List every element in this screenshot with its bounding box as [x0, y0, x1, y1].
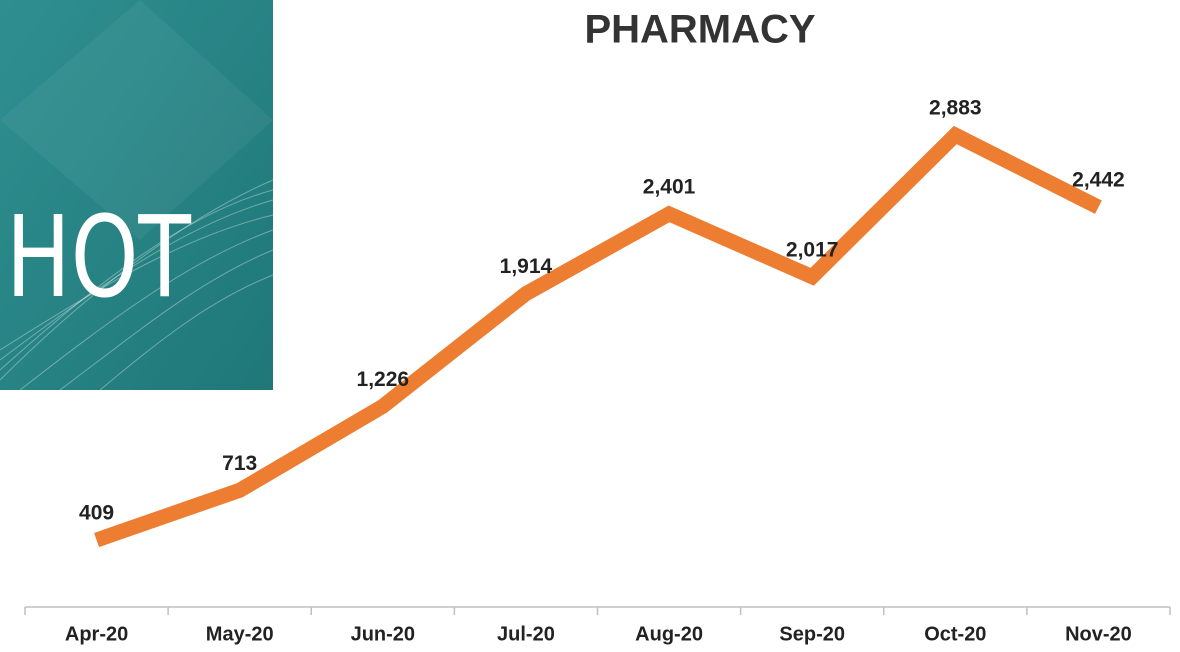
x-tick-label: Jul-20: [497, 623, 555, 645]
data-label: 409: [79, 502, 114, 525]
data-label: 2,883: [929, 97, 982, 120]
data-label: 2,401: [643, 175, 696, 198]
data-label: 2,017: [786, 238, 839, 261]
data-label: 1,226: [357, 368, 410, 391]
x-tick-label: Nov-20: [1065, 623, 1132, 645]
x-tick-label: Aug-20: [635, 623, 703, 645]
x-tick-label: Sep-20: [779, 623, 845, 645]
badge-decor: [0, 0, 273, 240]
x-tick-label: Apr-20: [65, 623, 128, 645]
badge-panel: [0, 0, 273, 390]
badge-text: HOT: [6, 193, 191, 323]
data-label: 1,914: [500, 255, 553, 278]
badge: HOT: [0, 0, 274, 391]
x-tick-label: Jun-20: [351, 623, 415, 645]
chart-title: PHARMACY: [584, 8, 815, 52]
badge-waves: [0, 179, 274, 391]
x-tick-label: Oct-20: [924, 623, 986, 645]
data-label: 713: [222, 452, 257, 475]
x-tick-label: May-20: [206, 623, 274, 645]
data-label: 2,442: [1072, 169, 1125, 192]
line: [94, 125, 1102, 548]
